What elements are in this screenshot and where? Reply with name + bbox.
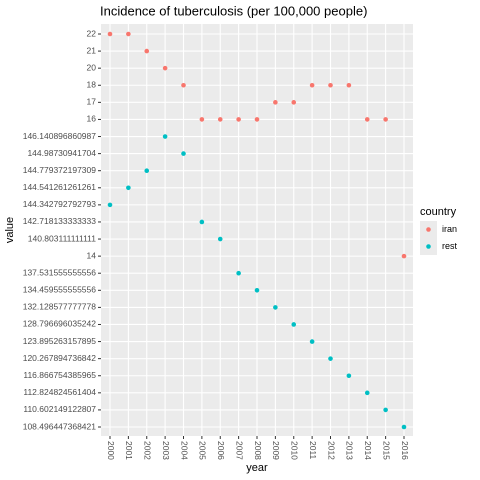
y-tick-label: 128.796696035242 <box>23 319 97 329</box>
point <box>364 117 370 122</box>
point <box>383 407 388 413</box>
point <box>346 373 352 379</box>
point <box>162 65 168 71</box>
x-tick-label: 2008 <box>253 441 263 460</box>
point <box>346 82 352 88</box>
point <box>144 168 150 173</box>
point <box>291 100 297 105</box>
x-tick-label: 2009 <box>271 441 281 460</box>
point <box>162 134 168 139</box>
point <box>254 288 260 293</box>
point <box>364 390 370 396</box>
y-tick-label: 123.895263157895 <box>23 336 97 346</box>
point <box>328 82 333 88</box>
y-tick-label: 22 <box>87 28 97 38</box>
point <box>401 424 407 430</box>
y-tick-label: 120.267894736842 <box>23 353 97 363</box>
y-tick-label: 144.342792792793 <box>23 199 97 209</box>
x-tick-label: 2013 <box>345 441 355 460</box>
y-tick-label: 137.531555555556 <box>23 267 97 277</box>
y-tick-label: 18 <box>87 80 97 90</box>
x-tick-label: 2000 <box>106 441 116 460</box>
point <box>181 82 186 88</box>
point <box>328 356 333 361</box>
point <box>254 117 260 122</box>
chart-title: Incidence of tuberculosis (per 100,000 p… <box>100 3 367 18</box>
x-tick-label: 2012 <box>326 441 336 460</box>
x-tick-label: 2011 <box>308 441 318 460</box>
x-tick-label: 2005 <box>198 441 208 460</box>
point <box>217 236 223 242</box>
legend-label: rest <box>442 241 458 251</box>
x-tick-label: 2016 <box>400 441 410 460</box>
point <box>401 253 407 259</box>
y-tick-label: 108.496447368421 <box>23 421 97 431</box>
x-tick-label: 2006 <box>216 441 226 460</box>
point <box>273 305 278 310</box>
point <box>126 31 131 37</box>
point <box>309 82 315 88</box>
y-tick-label: 132.128577777778 <box>23 302 97 312</box>
y-tick-label: 146.140896860987 <box>23 131 97 141</box>
y-tick-label: 17 <box>87 97 97 107</box>
x-tick-label: 2007 <box>234 441 244 460</box>
y-tick-label: 144.541261261261 <box>23 182 97 192</box>
y-tick-label: 14 <box>87 250 97 260</box>
point <box>383 117 388 122</box>
y-tick-label: 110.602149122807 <box>23 404 96 414</box>
legend-label: iran <box>442 224 457 234</box>
point <box>309 339 315 344</box>
point <box>107 202 113 208</box>
legend-marker <box>426 244 431 249</box>
point <box>107 31 113 37</box>
x-tick-label: 2015 <box>381 441 391 460</box>
y-tick-label: 144.98730941704 <box>27 148 96 158</box>
point <box>181 151 186 156</box>
x-axis-label: year <box>246 462 268 474</box>
x-tick-label: 2010 <box>290 441 300 460</box>
point <box>199 219 205 225</box>
point <box>236 117 241 122</box>
x-tick-label: 2002 <box>143 441 153 460</box>
y-tick-label: 16 <box>87 114 97 124</box>
y-tick-label: 20 <box>87 62 97 72</box>
point <box>217 117 223 122</box>
y-tick-label: 21 <box>87 45 97 55</box>
point <box>199 117 205 122</box>
y-tick-label: 140.803111111111 <box>28 233 96 243</box>
point <box>126 185 131 191</box>
point <box>236 270 241 276</box>
x-tick-label: 2001 <box>124 441 134 460</box>
y-axis-label: value <box>4 217 16 243</box>
y-tick-label: 116.866754385965 <box>23 370 96 380</box>
y-tick-label: 144.779372197309 <box>23 165 97 175</box>
point <box>144 48 150 54</box>
point <box>291 322 297 327</box>
y-tick-label: 112.824824561404 <box>23 387 96 397</box>
legend-title: country <box>420 206 457 218</box>
x-tick-label: 2003 <box>161 441 171 460</box>
legend-marker <box>426 227 431 232</box>
y-tick-label: 134.459555555556 <box>23 285 97 295</box>
x-tick-label: 2004 <box>179 441 189 460</box>
y-tick-label: 142.718133333333 <box>23 216 97 226</box>
x-tick-label: 2014 <box>363 441 373 460</box>
point <box>273 100 278 105</box>
